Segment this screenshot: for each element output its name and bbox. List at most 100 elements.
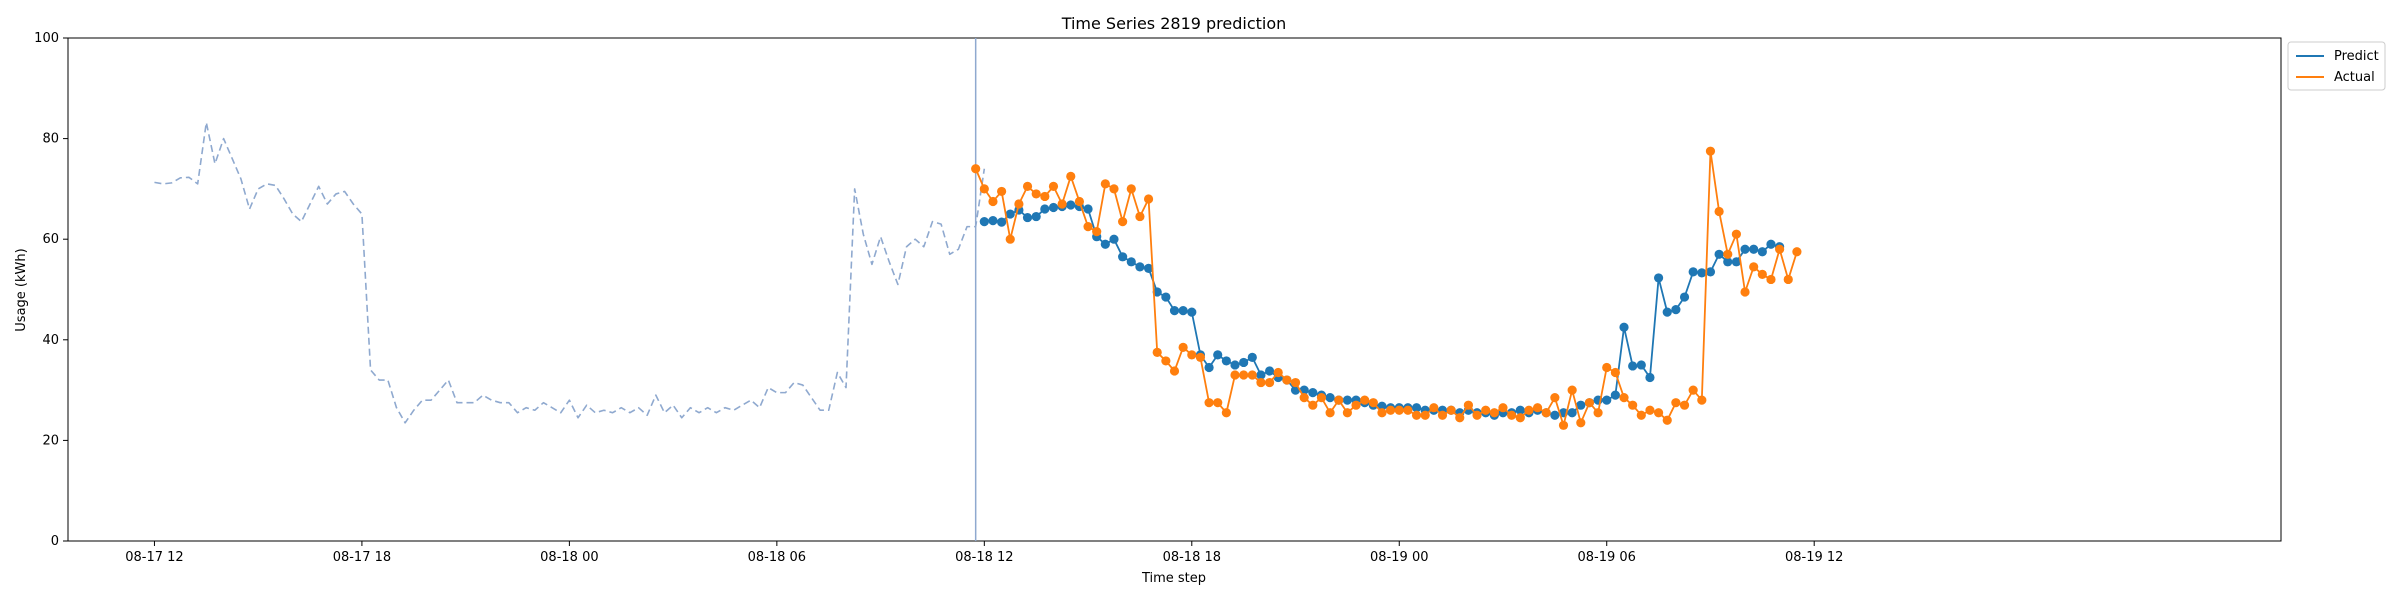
predict-point	[1411, 403, 1422, 413]
predict-point	[979, 216, 989, 227]
predict-point	[1619, 322, 1629, 332]
actual-point	[1507, 410, 1517, 420]
predict-point	[1264, 366, 1275, 376]
y-tick-label: 60	[42, 232, 59, 247]
predict-point	[1688, 267, 1698, 277]
actual-point	[1316, 393, 1327, 403]
predict-point	[1031, 211, 1041, 222]
predict-point	[997, 217, 1007, 227]
predict-point	[1230, 360, 1240, 370]
actual-point	[1584, 398, 1595, 408]
predict-point	[1679, 292, 1690, 302]
predict-point	[988, 215, 998, 226]
actual-point	[1671, 398, 1681, 408]
actual-point	[1532, 403, 1543, 413]
actual-point	[1653, 408, 1664, 418]
actual-point	[1394, 405, 1404, 415]
y-tick-label: 0	[51, 534, 59, 549]
actual-point	[1783, 274, 1793, 285]
actual-point	[1463, 400, 1474, 410]
actual-point	[1100, 179, 1110, 189]
actual-point	[1187, 350, 1197, 360]
actual-point	[1308, 400, 1318, 410]
predict-point	[1083, 204, 1093, 214]
actual-point	[1731, 229, 1741, 239]
x-tick-label: 08-19 00	[1370, 550, 1428, 565]
actual-point	[1593, 408, 1603, 418]
predict-point	[1187, 307, 1197, 317]
predict-point	[1653, 273, 1664, 283]
actual-point	[1360, 395, 1370, 405]
actual-point	[1697, 395, 1707, 405]
predict-point	[1040, 204, 1050, 214]
actual-point	[1645, 405, 1655, 415]
actual-point	[1005, 234, 1015, 244]
actual-point	[1143, 194, 1154, 204]
predict-point	[1628, 361, 1638, 371]
predict-point	[1221, 356, 1231, 366]
actual-point	[1040, 191, 1050, 202]
actual-point	[988, 196, 998, 207]
actual-point	[1195, 352, 1206, 362]
predict-point	[1005, 209, 1015, 219]
predict-point	[1204, 362, 1214, 373]
predict-point	[1550, 410, 1560, 420]
y-tick-label: 40	[42, 333, 59, 348]
actual-point	[1541, 408, 1551, 418]
actual-point	[1749, 262, 1759, 272]
series-layer	[154, 38, 1802, 541]
x-tick-label: 08-17 12	[125, 550, 183, 565]
actual-point	[1135, 211, 1145, 222]
predict-point	[1740, 244, 1750, 254]
x-tick-label: 08-17 18	[333, 550, 391, 565]
predict-point	[1576, 400, 1586, 410]
actual-point	[1152, 347, 1162, 357]
actual-point	[1489, 408, 1499, 418]
actual-point	[1022, 181, 1033, 191]
actual-point	[1610, 367, 1620, 378]
predict-point	[1567, 408, 1577, 418]
actual-point	[1766, 274, 1776, 285]
predict-point	[1256, 370, 1266, 380]
x-axis-title: Time step	[1141, 571, 1206, 586]
x-tick-label: 08-18 00	[540, 550, 598, 565]
actual-point	[1247, 370, 1257, 380]
actual-point	[1118, 216, 1128, 227]
predict-point	[1757, 247, 1767, 257]
actual-point	[1178, 342, 1188, 352]
actual-point	[1705, 146, 1716, 156]
actual-point	[971, 164, 981, 174]
predict-series-line	[984, 204, 1780, 417]
predict-point	[1705, 267, 1716, 277]
actual-point	[1619, 393, 1629, 403]
actual-point	[1230, 370, 1240, 380]
actual-point	[1368, 398, 1378, 408]
actual-point	[1636, 410, 1646, 420]
actual-point	[1264, 377, 1275, 388]
predict-point	[1308, 388, 1318, 398]
legend-predict-label: Predict	[2334, 49, 2379, 64]
predict-point	[1749, 244, 1759, 254]
actual-point	[1437, 410, 1448, 420]
x-tick-label: 08-18 18	[1163, 550, 1221, 565]
predict-point	[1723, 257, 1733, 267]
actual-point	[1290, 377, 1301, 388]
actual-point	[1334, 395, 1344, 405]
actual-point	[1740, 287, 1750, 297]
actual-series-line	[974, 150, 1798, 427]
predict-point	[1152, 287, 1162, 297]
actual-point	[1169, 366, 1180, 376]
predict-point	[1126, 257, 1136, 267]
actual-point	[1558, 420, 1569, 430]
plot-area	[67, 37, 2282, 542]
predict-point	[1135, 262, 1145, 272]
x-tick-label: 08-19 12	[1785, 550, 1843, 565]
actual-point	[1109, 184, 1119, 194]
actual-point	[1325, 408, 1335, 418]
actual-point	[1403, 405, 1413, 415]
actual-point	[1221, 408, 1231, 418]
predict-point	[1697, 268, 1707, 278]
actual-point	[1299, 393, 1309, 403]
actual-point	[1377, 408, 1387, 418]
predict-point	[1178, 306, 1188, 316]
